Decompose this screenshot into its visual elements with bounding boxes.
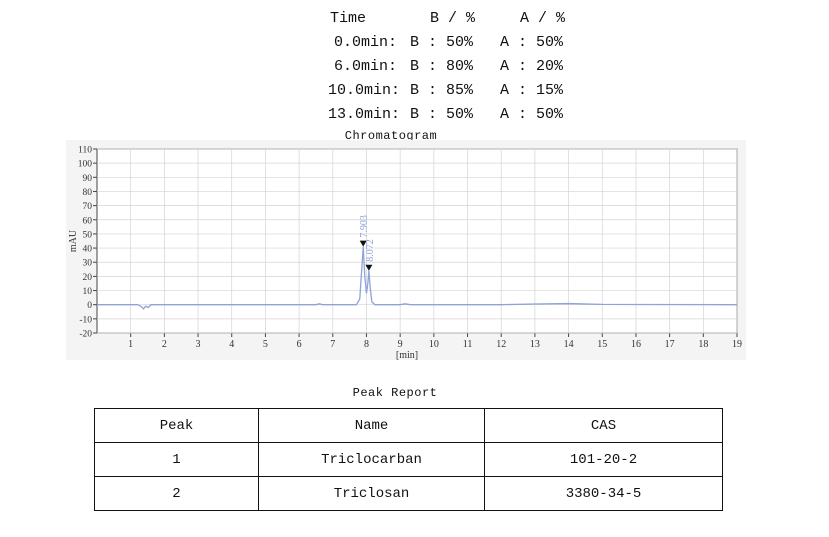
cell-peak: 1 — [94, 442, 259, 477]
y-tick-label: 50 — [83, 230, 93, 240]
gradient-row-b: B : 50% — [410, 34, 474, 51]
x-tick-label: 16 — [631, 339, 641, 350]
cell-cas: 3380-34-5 — [484, 476, 723, 511]
cell-name: Triclocarban — [258, 442, 485, 477]
gradient-row-a: A : 50% — [500, 34, 564, 51]
peak-label: 8.072 — [365, 239, 376, 262]
x-tick-label: 10 — [429, 339, 439, 350]
gradient-header-a: A / % — [520, 10, 566, 27]
y-axis-label: mAU — [68, 229, 79, 252]
cell-peak: 2 — [94, 476, 259, 511]
y-tick-label: 110 — [78, 146, 92, 156]
y-tick-label: 10 — [83, 287, 93, 297]
x-tick-label: 4 — [229, 339, 234, 350]
column-header-cas: CAS — [484, 408, 723, 443]
x-tick-label: 12 — [496, 339, 506, 350]
x-tick-label: 8 — [364, 339, 369, 350]
peak-marker — [359, 240, 367, 247]
y-tick-label: 0 — [87, 301, 92, 311]
x-tick-label: 17 — [665, 339, 675, 350]
x-tick-label: 1 — [128, 339, 133, 350]
x-tick-label: 9 — [398, 339, 403, 350]
y-tick-label: 40 — [83, 245, 93, 255]
y-tick-label: 30 — [83, 259, 93, 269]
cell-cas: 101-20-2 — [484, 442, 723, 477]
y-tick-label: 100 — [78, 160, 93, 170]
gradient-row-time: 10.0min: — [328, 82, 401, 99]
x-axis-label: [min] — [396, 350, 418, 360]
column-header-peak: Peak — [94, 408, 259, 443]
gradient-row-time: 6.0min: — [334, 58, 398, 75]
gradient-row-b: B : 85% — [410, 82, 474, 99]
table-row: 2 Triclosan 3380-34-5 — [94, 476, 723, 511]
peak-marker — [365, 264, 373, 271]
x-tick-label: 2 — [162, 339, 167, 350]
x-tick-label: 7 — [330, 339, 335, 350]
chromatogram-chart: 1 2 3 4 5 6 7 8 9 10 11 12 13 14 15 16 17 18 19 -20 -10 0 10 20… — [66, 140, 746, 360]
series-line — [97, 246, 738, 310]
chart-title: Chromatogram — [344, 129, 438, 143]
x-tick-label: 18 — [698, 339, 708, 350]
gradient-row-a: A : 50% — [500, 106, 564, 123]
peak-label: 7.903 — [359, 215, 370, 238]
y-tick-label: 80 — [83, 188, 93, 198]
x-tick-label: 19 — [732, 339, 742, 350]
y-tick-label: -20 — [79, 330, 92, 340]
gradient-header-time: Time — [330, 10, 367, 27]
x-tick-label: 14 — [564, 339, 574, 350]
gradient-row-b: B : 80% — [410, 58, 474, 75]
gradient-row-a: A : 20% — [500, 58, 564, 75]
table-row: 1 Triclocarban 101-20-2 — [94, 442, 723, 477]
column-header-name: Name — [258, 408, 485, 443]
plot-area — [96, 148, 738, 334]
y-tick-label: 20 — [83, 273, 93, 283]
gradient-row-time: 13.0min: — [328, 106, 401, 123]
peak-report-table: Peak Name CAS 1 Triclocarban 101-20-2 2 … — [94, 408, 723, 511]
y-tick-label: 60 — [83, 216, 93, 226]
gradient-row-a: A : 15% — [500, 82, 564, 99]
chromatogram-svg: 1 2 3 4 5 6 7 8 9 10 11 12 13 14 15 16 17 18 19-20-1001020… — [68, 146, 742, 361]
peak-report-title: Peak Report — [352, 386, 438, 400]
x-tick-label: 15 — [597, 339, 607, 350]
y-tick-label: 70 — [83, 202, 93, 212]
x-tick-label: 13 — [530, 339, 540, 350]
x-tick-label: 11 — [463, 339, 473, 350]
x-tick-label: 5 — [263, 339, 268, 350]
x-tick-label: 6 — [297, 339, 302, 350]
gradient-header-b: B / % — [430, 10, 476, 27]
table-header-row: Peak Name CAS — [94, 408, 723, 443]
y-tick-label: -10 — [79, 315, 92, 325]
gradient-row-b: B : 50% — [410, 106, 474, 123]
cell-name: Triclosan — [258, 476, 485, 511]
x-tick-label: 3 — [196, 339, 201, 350]
y-tick-label: 90 — [83, 174, 93, 184]
gradient-row-time: 0.0min: — [334, 34, 398, 51]
